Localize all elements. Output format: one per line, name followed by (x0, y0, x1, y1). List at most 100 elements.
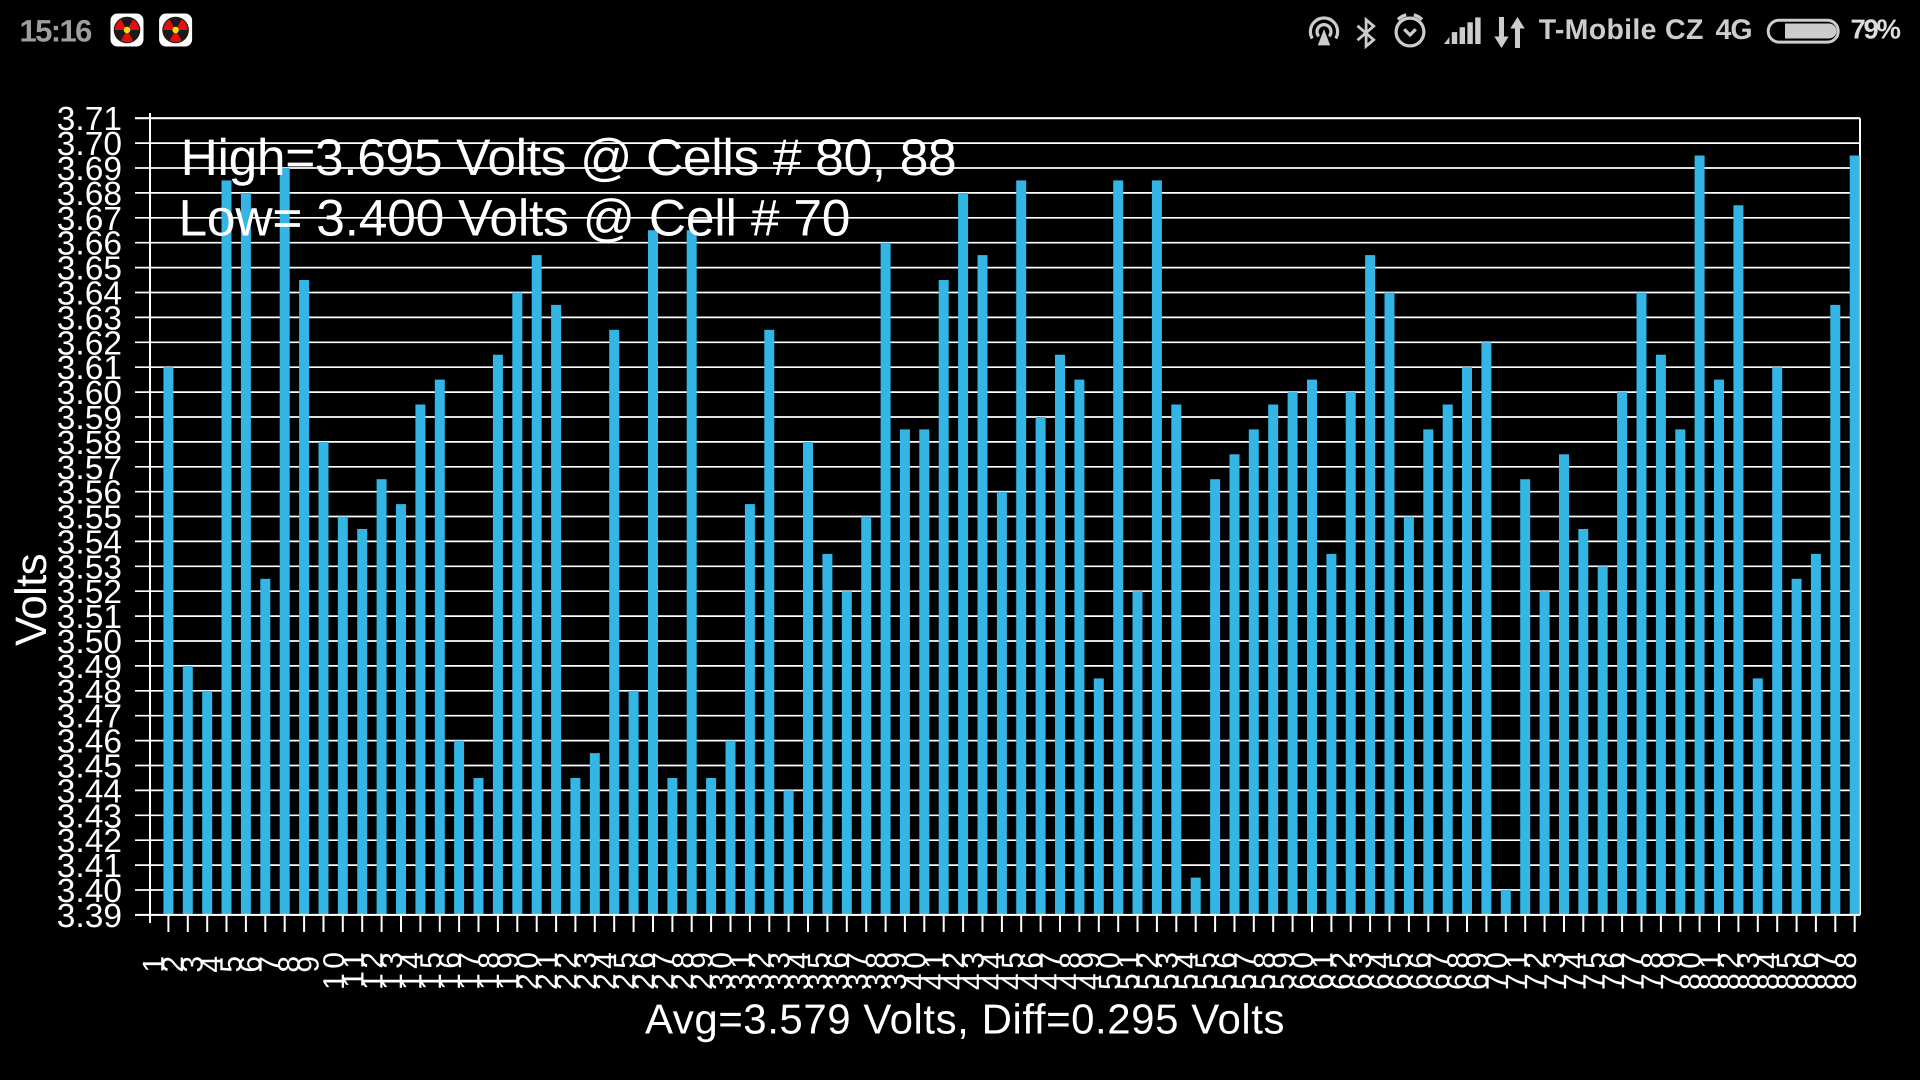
svg-text:50: 50 (1093, 948, 1126, 990)
svg-text:5: 5 (215, 951, 248, 972)
svg-text:68: 68 (1442, 948, 1475, 990)
svg-text:85: 85 (1772, 948, 1805, 990)
svg-text:75: 75 (1578, 948, 1611, 990)
svg-text:1: 1 (138, 951, 171, 972)
svg-text:9: 9 (293, 951, 326, 972)
svg-text:3.64: 3.64 (57, 276, 122, 313)
svg-text:54: 54 (1171, 948, 1204, 990)
svg-text:3.44: 3.44 (57, 773, 122, 810)
svg-text:3.52: 3.52 (57, 574, 122, 611)
svg-text:3.46: 3.46 (57, 724, 122, 761)
svg-text:65: 65 (1384, 948, 1417, 990)
svg-text:55: 55 (1190, 948, 1223, 990)
svg-text:3.66: 3.66 (57, 226, 122, 263)
svg-text:3.45: 3.45 (57, 749, 122, 786)
svg-text:21: 21 (531, 948, 564, 990)
svg-text:3.71: 3.71 (57, 101, 122, 138)
svg-text:49: 49 (1074, 948, 1107, 990)
svg-text:36: 36 (822, 948, 855, 990)
svg-text:4: 4 (196, 951, 229, 972)
svg-text:3.68: 3.68 (57, 176, 122, 213)
svg-text:3.59: 3.59 (57, 400, 122, 437)
svg-text:20: 20 (512, 948, 545, 990)
svg-text:3.58: 3.58 (57, 425, 122, 462)
svg-text:39: 39 (880, 948, 913, 990)
svg-text:56: 56 (1210, 948, 1243, 990)
svg-text:3.57: 3.57 (57, 450, 122, 487)
svg-text:52: 52 (1132, 948, 1165, 990)
svg-text:18: 18 (473, 948, 506, 990)
svg-text:30: 30 (706, 948, 739, 990)
svg-text:3.50: 3.50 (57, 624, 122, 661)
svg-text:74: 74 (1558, 948, 1591, 990)
svg-text:58: 58 (1248, 948, 1281, 990)
svg-text:38: 38 (861, 948, 894, 990)
svg-text:46: 46 (1016, 948, 1049, 990)
svg-text:3.41: 3.41 (57, 848, 122, 885)
svg-text:35: 35 (803, 948, 836, 990)
svg-text:13: 13 (376, 948, 409, 990)
svg-text:3.63: 3.63 (57, 300, 122, 337)
svg-text:22: 22 (551, 948, 584, 990)
svg-text:87: 87 (1810, 948, 1843, 990)
svg-text:3.54: 3.54 (57, 524, 122, 561)
svg-text:60: 60 (1287, 948, 1320, 990)
svg-text:79%: 79% (1851, 14, 1901, 45)
svg-text:37: 37 (841, 948, 874, 990)
svg-text:11: 11 (337, 948, 370, 988)
svg-text:59: 59 (1268, 948, 1301, 990)
svg-text:3.65: 3.65 (57, 251, 122, 288)
svg-text:3.60: 3.60 (57, 375, 122, 412)
svg-text:31: 31 (725, 948, 758, 990)
svg-text:64: 64 (1365, 948, 1398, 990)
svg-text:3.42: 3.42 (57, 823, 122, 860)
svg-text:72: 72 (1520, 948, 1553, 990)
svg-text:86: 86 (1791, 948, 1824, 990)
svg-text:17: 17 (454, 948, 487, 990)
svg-text:6: 6 (234, 951, 267, 972)
svg-text:67: 67 (1423, 948, 1456, 990)
svg-text:3.40: 3.40 (57, 873, 122, 910)
svg-text:73: 73 (1539, 948, 1572, 990)
svg-text:42: 42 (938, 948, 971, 990)
svg-text:7: 7 (254, 951, 287, 972)
svg-text:14: 14 (396, 948, 429, 990)
svg-text:29: 29 (686, 948, 719, 990)
svg-text:3.61: 3.61 (57, 350, 122, 387)
svg-text:51: 51 (1113, 948, 1146, 990)
svg-text:80: 80 (1675, 948, 1708, 990)
svg-text:12: 12 (357, 948, 390, 990)
svg-text:15: 15 (415, 948, 448, 990)
svg-text:3.39: 3.39 (57, 898, 122, 935)
svg-text:8: 8 (273, 951, 306, 972)
svg-text:Volts: Volts (7, 554, 56, 646)
svg-text:70: 70 (1481, 948, 1514, 990)
svg-text:16: 16 (434, 948, 467, 990)
svg-text:Avg=3.579 Volts, Diff=0.295 Vo: Avg=3.579 Volts, Diff=0.295 Volts (645, 996, 1285, 1043)
svg-text:81: 81 (1694, 948, 1727, 990)
svg-text:3.67: 3.67 (57, 201, 122, 238)
svg-text:88: 88 (1830, 948, 1863, 990)
svg-text:78: 78 (1636, 948, 1669, 990)
svg-text:79: 79 (1655, 948, 1688, 990)
svg-text:4G: 4G (1716, 14, 1752, 46)
svg-text:43: 43 (958, 948, 991, 990)
svg-text:71: 71 (1500, 948, 1533, 990)
svg-text:High=3.695 Volts @ Cells # 80,: High=3.695 Volts @ Cells # 80, 88 (181, 128, 957, 186)
svg-text:62: 62 (1326, 948, 1359, 990)
svg-text:47: 47 (1035, 948, 1068, 990)
svg-text:32: 32 (744, 948, 777, 990)
svg-text:3.69: 3.69 (57, 151, 122, 188)
svg-text:23: 23 (570, 948, 603, 990)
svg-text:34: 34 (783, 948, 816, 990)
svg-text:61: 61 (1307, 948, 1340, 990)
svg-text:57: 57 (1229, 948, 1262, 990)
svg-text:3.48: 3.48 (57, 674, 122, 711)
svg-text:3.49: 3.49 (57, 649, 122, 686)
svg-text:T-Mobile CZ: T-Mobile CZ (1539, 14, 1704, 46)
svg-text:3.43: 3.43 (57, 798, 122, 835)
svg-text:10: 10 (318, 948, 351, 990)
svg-text:Low= 3.400 Volts @ Cell # 70: Low= 3.400 Volts @ Cell # 70 (179, 189, 851, 247)
svg-text:3.70: 3.70 (57, 126, 122, 163)
svg-text:19: 19 (492, 948, 525, 990)
